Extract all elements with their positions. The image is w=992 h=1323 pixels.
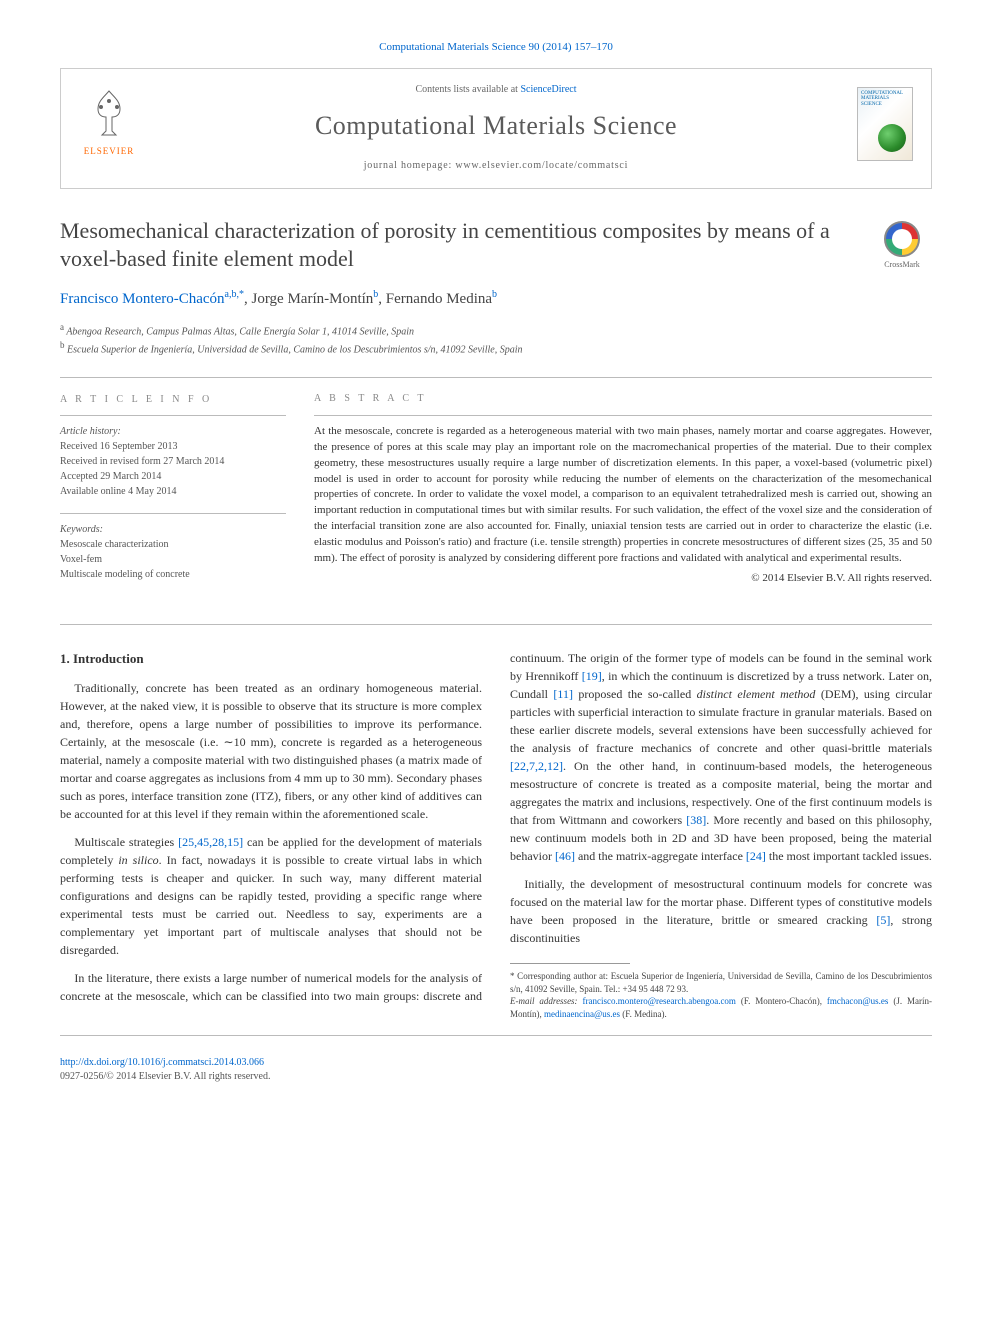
- email-link[interactable]: medinaencina@us.es: [544, 1009, 620, 1019]
- keyword: Multiscale modeling of concrete: [60, 567, 286, 582]
- abstract: A B S T R A C T At the mesoscale, concre…: [314, 392, 932, 596]
- history-item: Available online 4 May 2014: [60, 484, 286, 499]
- divider: [60, 377, 932, 378]
- keywords-label: Keywords:: [60, 522, 286, 537]
- keyword: Voxel-fem: [60, 552, 286, 567]
- keyword: Mesoscale characterization: [60, 537, 286, 552]
- citation[interactable]: [38]: [686, 813, 706, 827]
- paragraph: Traditionally, concrete has been treated…: [60, 679, 482, 823]
- copyright: © 2014 Elsevier B.V. All rights reserved…: [314, 571, 932, 587]
- citation[interactable]: [5]: [876, 913, 890, 927]
- history-item: Accepted 29 March 2014: [60, 469, 286, 484]
- elsevier-logo: ELSEVIER: [79, 87, 139, 157]
- citation[interactable]: [46]: [555, 849, 575, 863]
- citation[interactable]: [22,7,2,12]: [510, 759, 563, 773]
- contents-line: Contents lists available at ScienceDirec…: [79, 83, 913, 98]
- article-info: A R T I C L E I N F O Article history: R…: [60, 392, 286, 596]
- crossmark-badge[interactable]: CrossMark: [872, 221, 932, 271]
- footnote-divider: [510, 963, 630, 964]
- citation[interactable]: [25,45,28,15]: [178, 835, 243, 849]
- affiliations: a Abengoa Research, Campus Palmas Altas,…: [60, 321, 932, 358]
- section-heading: 1. Introduction: [60, 649, 482, 669]
- history-item: Received 16 September 2013: [60, 439, 286, 454]
- history-item: Received in revised form 27 March 2014: [60, 454, 286, 469]
- journal-homepage: journal homepage: www.elsevier.com/locat…: [79, 159, 913, 174]
- abstract-heading: A B S T R A C T: [314, 392, 932, 407]
- author-link-1[interactable]: Francisco Montero-Chacón: [60, 291, 225, 307]
- article-body: 1. Introduction Traditionally, concrete …: [60, 649, 932, 1020]
- doi-link[interactable]: http://dx.doi.org/10.1016/j.commatsci.20…: [60, 1057, 264, 1068]
- corresponding-author: * Corresponding author at: Escuela Super…: [510, 970, 932, 995]
- elsevier-tree-icon: [86, 87, 132, 137]
- journal-cover-thumbnail: COMPUTATIONAL MATERIALS SCIENCE: [857, 87, 913, 161]
- journal-reference: Computational Materials Science 90 (2014…: [60, 40, 932, 56]
- email-link[interactable]: francisco.montero@research.abengoa.com: [582, 996, 735, 1006]
- footer: http://dx.doi.org/10.1016/j.commatsci.20…: [60, 1056, 932, 1085]
- authors: Francisco Montero-Chacóna,b,*, Jorge Mar…: [60, 288, 932, 311]
- issn-copyright: 0927-0256/© 2014 Elsevier B.V. All right…: [60, 1070, 932, 1085]
- citation[interactable]: [11]: [553, 687, 573, 701]
- elsevier-text: ELSEVIER: [79, 145, 139, 158]
- sciencedirect-link[interactable]: ScienceDirect: [520, 84, 576, 95]
- paragraph: Initially, the development of mesostruct…: [510, 875, 932, 947]
- journal-header: ELSEVIER COMPUTATIONAL MATERIALS SCIENCE…: [60, 68, 932, 189]
- paragraph: Multiscale strategies [25,45,28,15] can …: [60, 833, 482, 959]
- history-label: Article history:: [60, 424, 286, 439]
- crossmark-icon: [884, 221, 920, 257]
- footnotes: * Corresponding author at: Escuela Super…: [510, 970, 932, 1020]
- email-addresses: E-mail addresses: francisco.montero@rese…: [510, 995, 932, 1020]
- abstract-text: At the mesoscale, concrete is regarded a…: [314, 424, 932, 567]
- journal-name: Computational Materials Science: [79, 107, 913, 145]
- citation[interactable]: [24]: [746, 849, 766, 863]
- email-link[interactable]: fmchacon@us.es: [827, 996, 889, 1006]
- divider: [60, 1035, 932, 1036]
- article-title: Mesomechanical characterization of poros…: [60, 217, 932, 274]
- citation[interactable]: [19]: [582, 669, 602, 683]
- divider: [60, 624, 932, 625]
- article-info-heading: A R T I C L E I N F O: [60, 392, 286, 407]
